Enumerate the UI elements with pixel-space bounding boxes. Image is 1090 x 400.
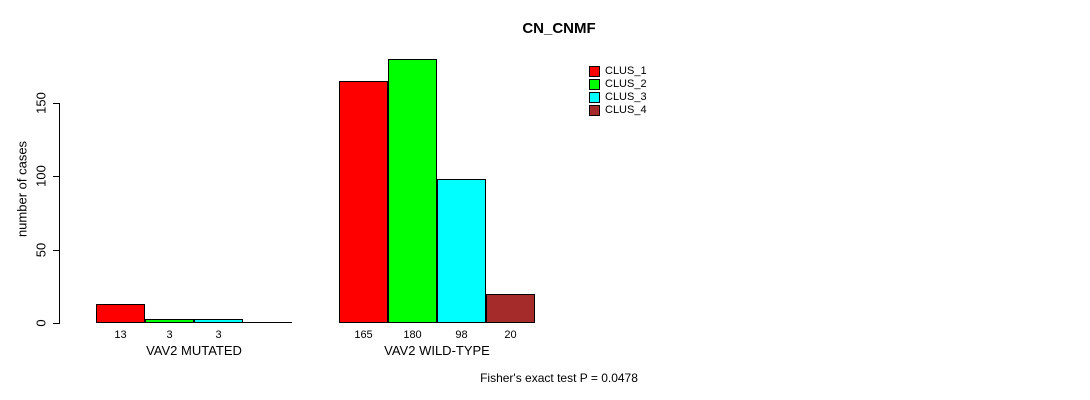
legend-item: CLUS_3	[589, 91, 647, 104]
x-category-label: VAV2 MUTATED	[146, 343, 242, 358]
legend-swatch-clus_3	[589, 92, 600, 103]
bar-value-label: 98	[455, 329, 468, 341]
y-tick-label: 50	[33, 242, 49, 258]
legend-item: CLUS_4	[589, 104, 647, 117]
bar-clus_3-group2	[437, 179, 486, 323]
bar-value-label: 3	[166, 329, 173, 341]
legend-label: CLUS_3	[605, 91, 647, 103]
legend-label: CLUS_2	[605, 78, 647, 90]
bar-clus_1-group1	[96, 304, 145, 323]
y-axis-tick	[53, 323, 59, 324]
y-axis-tick	[53, 250, 59, 251]
y-axis-tick	[53, 176, 59, 177]
bar-value-label: 165	[354, 329, 373, 341]
legend-swatch-clus_4	[589, 105, 600, 116]
bar-value-label: 13	[114, 329, 127, 341]
legend-label: CLUS_1	[605, 65, 647, 77]
y-tick-label: 150	[33, 92, 49, 114]
bar-clus_1-group2	[339, 81, 388, 323]
bar-clus_2-group1	[145, 319, 194, 323]
legend-swatch-clus_2	[589, 79, 600, 90]
legend-label: CLUS_4	[605, 104, 647, 116]
y-tick-label: 0	[33, 319, 49, 327]
bar-clus_4-group2	[486, 294, 535, 323]
bar-clus_2-group2	[388, 59, 437, 323]
bar-value-label: 3	[215, 329, 222, 341]
bar-value-label: 180	[403, 329, 422, 341]
bar-clus_4-group1-zero	[243, 322, 292, 323]
bar-value-label: 20	[504, 329, 517, 341]
y-tick-label: 100	[33, 165, 49, 187]
y-axis-line	[59, 103, 60, 324]
bar-clus_3-group1	[194, 319, 243, 323]
legend-item: CLUS_1	[589, 65, 647, 78]
legend-item: CLUS_2	[589, 78, 647, 91]
chart-title: CN_CNMF	[522, 20, 596, 37]
y-axis-tick	[53, 103, 59, 104]
legend-swatch-clus_1	[589, 66, 600, 77]
y-axis-label: number of cases	[14, 140, 30, 238]
fisher-test-caption: Fisher's exact test P = 0.0478	[480, 371, 638, 385]
legend: CLUS_1 CLUS_2 CLUS_3 CLUS_4	[589, 65, 647, 117]
x-category-label: VAV2 WILD-TYPE	[384, 343, 490, 358]
